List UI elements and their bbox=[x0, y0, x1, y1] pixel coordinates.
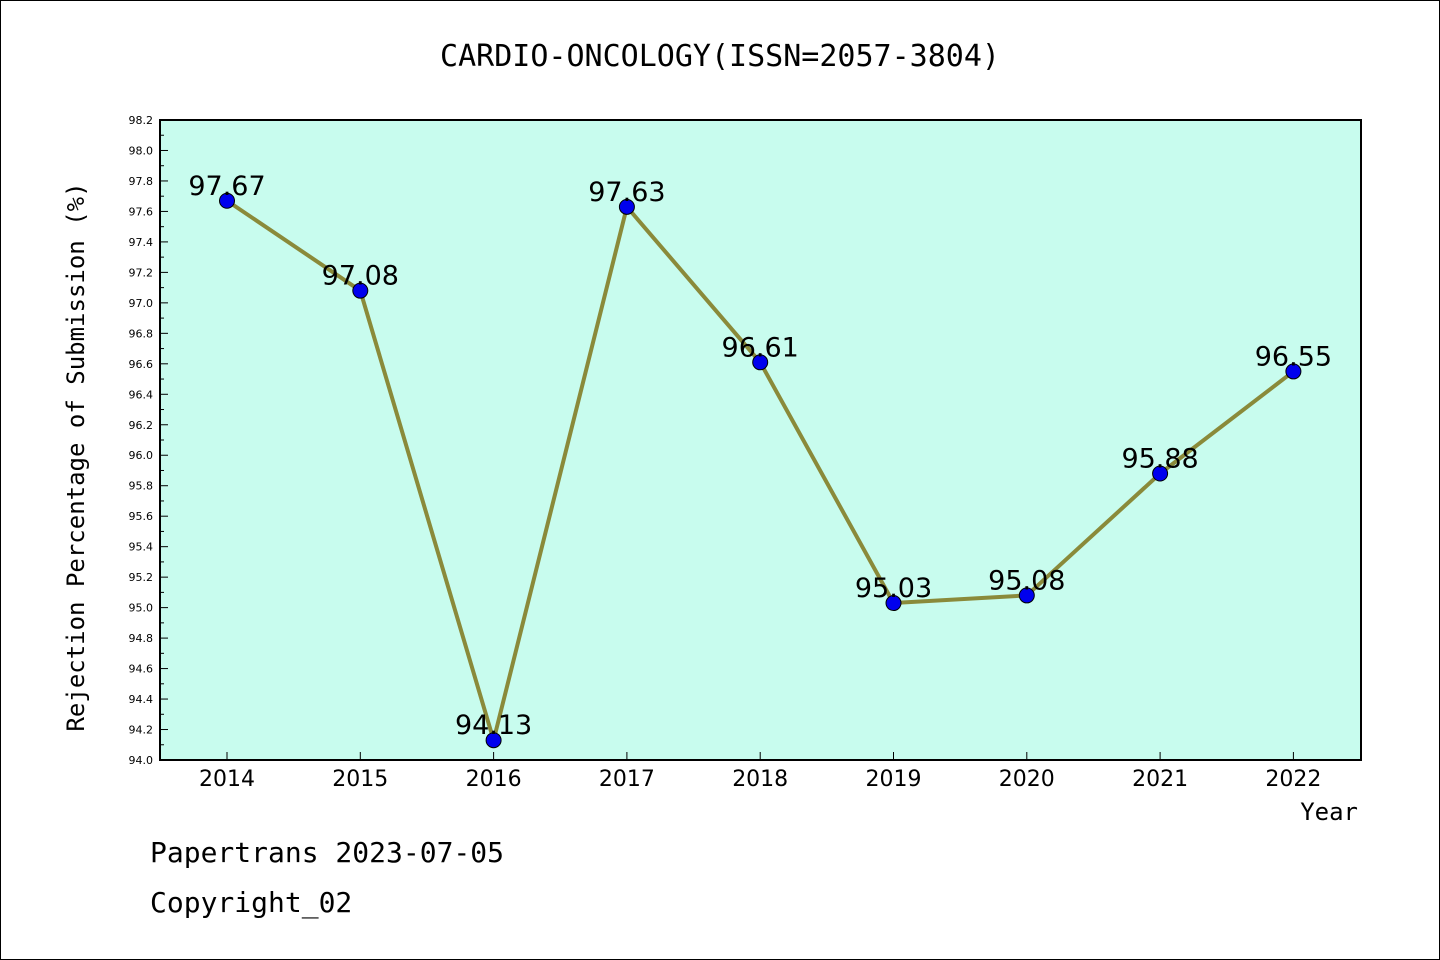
data-point bbox=[752, 354, 769, 371]
y-axis-label: Rejection Percentage of Submission (%) bbox=[62, 182, 90, 731]
y-tick-label: 96.8 bbox=[129, 327, 154, 340]
y-tick-label: 96.2 bbox=[129, 419, 154, 432]
data-point bbox=[352, 282, 369, 299]
data-label: 95.08 bbox=[988, 565, 1065, 596]
y-tick-label: 96.4 bbox=[129, 388, 154, 401]
y-tick-label: 94.4 bbox=[129, 693, 154, 706]
y-tick-label: 95.8 bbox=[129, 480, 154, 493]
plot-area bbox=[159, 119, 1362, 761]
y-tick-label: 97.8 bbox=[129, 175, 154, 188]
data-label: 95.88 bbox=[1121, 444, 1198, 475]
x-tick-label: 2018 bbox=[732, 767, 788, 792]
y-tick-label: 95.4 bbox=[129, 541, 154, 554]
x-axis: 2014 2015 2016 2017 2018 2019 2020 2021 2022 bbox=[199, 752, 1321, 792]
data-label: 94.13 bbox=[455, 710, 532, 741]
x-tick-label: 2019 bbox=[866, 767, 922, 792]
x-tick-label: 2020 bbox=[999, 767, 1055, 792]
y-tick-label: 96.0 bbox=[129, 449, 154, 462]
x-tick-label: 2022 bbox=[1265, 767, 1321, 792]
y-tick-label: 98.2 bbox=[129, 114, 154, 127]
data-point bbox=[1152, 465, 1169, 482]
data-labels: 97.67 97.08 94.13 97.63 96.61 95.03 95.08 95.88… bbox=[188, 171, 1332, 741]
y-tick-label: 97.4 bbox=[129, 236, 154, 249]
x-tick-label: 2017 bbox=[599, 767, 655, 792]
x-axis-label: Year bbox=[1300, 798, 1358, 826]
chart-title: CARDIO-ONCOLOGY(ISSN=2057-3804) bbox=[440, 39, 1000, 74]
data-point bbox=[618, 198, 635, 215]
data-label: 97.67 bbox=[188, 171, 265, 202]
footer-copyright: Copyright_02 bbox=[150, 886, 353, 919]
data-label: 96.61 bbox=[722, 332, 799, 363]
data-label: 96.55 bbox=[1255, 341, 1332, 372]
data-label: 97.63 bbox=[588, 177, 665, 208]
footer-date: Papertrans 2023-07-05 bbox=[150, 836, 505, 869]
y-tick-label: 95.2 bbox=[129, 571, 154, 584]
y-tick-label: 98.0 bbox=[129, 144, 154, 157]
y-axis: 94.0 94.2 94.4 94.6 94.8 95.0 95.2 95.4 95.6 95.8… bbox=[129, 114, 168, 767]
data-point bbox=[1018, 587, 1035, 604]
data-label: 97.08 bbox=[322, 261, 399, 292]
data-label: 95.03 bbox=[855, 573, 932, 604]
data-point bbox=[1285, 363, 1302, 380]
y-tick-label: 95.0 bbox=[129, 602, 154, 615]
y-tick-label: 96.6 bbox=[129, 358, 154, 371]
x-tick-label: 2014 bbox=[199, 767, 255, 792]
x-tick-label: 2021 bbox=[1132, 767, 1188, 792]
series-markers bbox=[219, 192, 1302, 749]
y-tick-label: 97.6 bbox=[129, 205, 154, 218]
y-tick-label: 97.0 bbox=[129, 297, 154, 310]
y-tick-label: 94.6 bbox=[129, 663, 154, 676]
y-tick-label: 97.2 bbox=[129, 266, 154, 279]
y-tick-label: 94.2 bbox=[129, 724, 154, 737]
y-tick-label: 95.6 bbox=[129, 510, 154, 523]
x-tick-label: 2016 bbox=[466, 767, 522, 792]
data-point bbox=[885, 595, 902, 612]
data-point bbox=[485, 732, 502, 749]
x-tick-label: 2015 bbox=[332, 767, 388, 792]
y-tick-label: 94.8 bbox=[129, 632, 154, 645]
data-point bbox=[219, 192, 235, 209]
y-tick-label: 94.0 bbox=[129, 754, 154, 767]
